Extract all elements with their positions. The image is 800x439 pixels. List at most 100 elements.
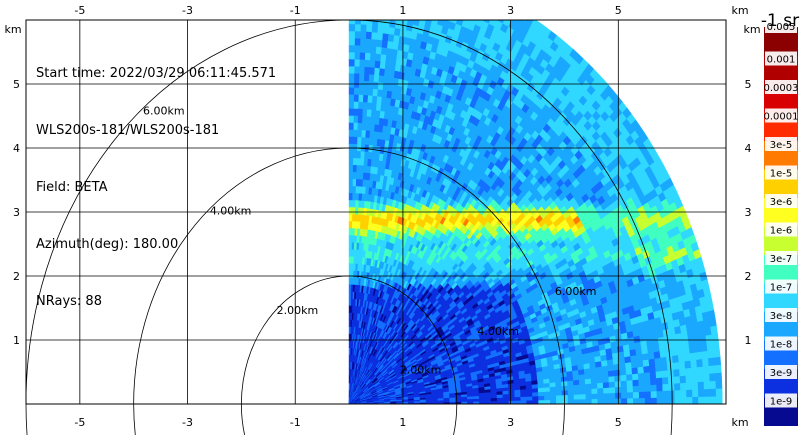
data-cell bbox=[702, 351, 709, 359]
data-cell bbox=[691, 367, 697, 375]
data-cell bbox=[609, 376, 615, 382]
data-cell bbox=[692, 389, 698, 397]
data-cell bbox=[699, 397, 705, 405]
data-cell bbox=[645, 378, 651, 385]
data-cell bbox=[597, 377, 603, 383]
data-cell bbox=[639, 379, 645, 386]
data-cell bbox=[710, 388, 716, 396]
data-cell bbox=[545, 400, 551, 404]
data-cell bbox=[568, 399, 574, 404]
data-cell bbox=[586, 399, 592, 404]
data-cell bbox=[657, 384, 663, 391]
data-cell bbox=[681, 397, 687, 404]
data-cell bbox=[509, 397, 515, 401]
data-cell bbox=[672, 355, 679, 363]
data-cell bbox=[656, 371, 662, 378]
data-cell bbox=[655, 364, 662, 371]
data-cell bbox=[550, 400, 556, 404]
data-cell bbox=[663, 384, 669, 391]
data-cell bbox=[639, 385, 645, 392]
data-cell bbox=[544, 396, 550, 400]
data-cell bbox=[550, 395, 556, 400]
data-cell bbox=[681, 390, 687, 397]
data-cell bbox=[586, 389, 592, 394]
data-cell bbox=[619, 363, 626, 370]
data-cell bbox=[574, 394, 580, 399]
data-cell bbox=[544, 391, 550, 396]
data-cell bbox=[626, 374, 632, 381]
data-cell bbox=[687, 397, 693, 404]
data-cell bbox=[675, 397, 681, 404]
data-cell bbox=[712, 333, 719, 342]
data-cell bbox=[532, 392, 538, 396]
data-cell bbox=[592, 388, 598, 394]
data-cell bbox=[708, 350, 715, 359]
data-cell bbox=[698, 381, 704, 389]
data-cell bbox=[650, 378, 656, 385]
data-cell bbox=[696, 351, 703, 359]
data-cell bbox=[697, 366, 704, 374]
data-cell bbox=[633, 398, 639, 404]
data-cell bbox=[644, 372, 650, 379]
data-cell bbox=[713, 349, 720, 358]
data-cell bbox=[556, 390, 562, 395]
data-cell bbox=[704, 396, 710, 404]
data-cell bbox=[602, 371, 608, 377]
data-cell bbox=[710, 396, 716, 404]
data-cell bbox=[627, 392, 633, 398]
data-cell bbox=[657, 391, 663, 398]
data-cell bbox=[568, 390, 574, 395]
data-cell bbox=[515, 393, 521, 397]
data-cell bbox=[562, 390, 568, 395]
data-cell bbox=[716, 380, 722, 388]
data-cell bbox=[713, 341, 720, 350]
data-cell bbox=[680, 375, 686, 383]
data-cell bbox=[527, 396, 533, 400]
data-cell bbox=[603, 387, 609, 393]
data-cell bbox=[662, 377, 668, 384]
data-cell bbox=[651, 391, 657, 398]
data-cell bbox=[644, 366, 651, 373]
data-cell bbox=[704, 373, 710, 381]
data-cell bbox=[610, 398, 616, 404]
data-cell bbox=[650, 371, 656, 378]
data-cell bbox=[710, 381, 716, 389]
data-cell bbox=[579, 379, 585, 385]
data-cell bbox=[645, 385, 651, 392]
data-cell bbox=[686, 375, 692, 383]
data-cell bbox=[716, 388, 722, 396]
data-cell bbox=[674, 383, 680, 390]
data-cell bbox=[604, 399, 610, 405]
data-cell bbox=[515, 397, 521, 401]
data-cell bbox=[674, 369, 680, 377]
data-cell bbox=[597, 382, 603, 388]
data-cell bbox=[679, 368, 685, 376]
data-cell bbox=[708, 357, 715, 365]
data-cell bbox=[509, 401, 515, 405]
data-cell bbox=[604, 393, 610, 399]
data-cell bbox=[692, 382, 698, 390]
data-cell bbox=[626, 368, 632, 375]
data-cell bbox=[697, 359, 704, 367]
data-cell bbox=[714, 357, 721, 366]
data-cell bbox=[533, 400, 539, 404]
data-cell bbox=[620, 369, 626, 376]
data-cell bbox=[580, 399, 586, 404]
data-cell bbox=[550, 391, 556, 396]
data-cell bbox=[627, 380, 633, 386]
data-cell bbox=[609, 387, 615, 393]
data-cell bbox=[580, 384, 586, 389]
data-cell bbox=[639, 398, 645, 404]
data-cell bbox=[633, 386, 639, 392]
data-cell bbox=[691, 360, 698, 368]
data-cell bbox=[649, 365, 656, 372]
data-cell bbox=[663, 397, 669, 404]
data-cell bbox=[497, 398, 503, 401]
data-cell bbox=[556, 386, 562, 391]
data-cell bbox=[678, 354, 685, 362]
data-cell bbox=[661, 363, 668, 370]
data-cell bbox=[672, 348, 679, 356]
data-cell bbox=[715, 365, 722, 373]
data-cell bbox=[568, 395, 574, 400]
data-cell bbox=[675, 390, 681, 397]
